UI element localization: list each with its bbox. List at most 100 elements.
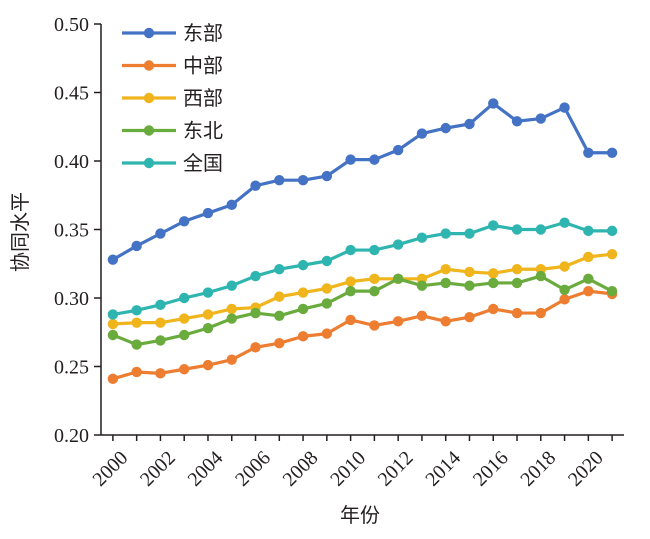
series-line xyxy=(112,101,613,262)
data-point xyxy=(535,270,546,282)
data-point xyxy=(179,292,190,304)
y-tick-label: 0.50 xyxy=(54,14,89,36)
legend-item: 西部 xyxy=(122,86,223,110)
data-point xyxy=(369,285,380,297)
x-tick-label: 2018 xyxy=(516,447,560,491)
legend-swatch-marker xyxy=(143,60,155,71)
x-tick-label: 2014 xyxy=(421,447,465,491)
legend-item: 东北 xyxy=(122,119,223,143)
x-tick-label: 2004 xyxy=(184,447,228,491)
data-point xyxy=(274,174,285,186)
data-point xyxy=(559,284,570,295)
x-axis-title: 年份 xyxy=(340,503,380,527)
data-point xyxy=(226,280,237,291)
series-5 xyxy=(107,217,618,320)
data-point xyxy=(179,329,190,341)
data-point xyxy=(250,307,261,319)
data-point xyxy=(155,317,166,328)
series-layer xyxy=(107,98,618,385)
data-point xyxy=(250,342,261,353)
data-point xyxy=(559,217,570,228)
data-point xyxy=(392,316,404,327)
legend-label: 全国 xyxy=(183,151,223,175)
data-point xyxy=(511,116,523,127)
y-tick-label: 0.30 xyxy=(54,288,89,310)
data-point xyxy=(202,359,214,371)
data-point xyxy=(250,270,261,282)
x-tick-label: 2000 xyxy=(88,447,132,491)
series-line xyxy=(112,221,613,317)
series-1 xyxy=(107,98,618,265)
data-point xyxy=(297,303,309,315)
data-point xyxy=(226,303,237,315)
data-point xyxy=(583,147,594,158)
series-line xyxy=(112,274,613,347)
data-point xyxy=(559,102,570,113)
data-point xyxy=(511,224,523,235)
data-point xyxy=(345,244,356,256)
data-point xyxy=(416,280,428,291)
data-point xyxy=(131,366,142,378)
data-point xyxy=(107,309,119,320)
data-point xyxy=(392,273,404,285)
data-point xyxy=(321,255,333,267)
data-point xyxy=(392,144,404,156)
data-point xyxy=(535,307,546,319)
data-point xyxy=(511,307,523,319)
x-tick-label: 2006 xyxy=(231,447,275,491)
legend-swatch-marker xyxy=(143,157,155,169)
series-line xyxy=(112,289,613,381)
y-tick-label: 0.40 xyxy=(54,151,89,173)
data-point xyxy=(511,277,523,289)
series-2 xyxy=(107,285,618,385)
data-point xyxy=(226,199,237,211)
data-point xyxy=(369,154,380,165)
legend-item: 东部 xyxy=(122,21,223,45)
data-point xyxy=(107,254,119,265)
legend-label: 东部 xyxy=(183,21,223,45)
data-point xyxy=(583,225,594,237)
data-point xyxy=(488,220,499,231)
series-line xyxy=(112,252,613,326)
y-axis-title: 协同水平 xyxy=(8,192,32,272)
data-point xyxy=(488,277,499,289)
data-point xyxy=(440,316,451,327)
data-point xyxy=(131,339,142,350)
legend-label: 中部 xyxy=(183,54,223,78)
data-point xyxy=(321,298,333,309)
data-point xyxy=(321,283,333,294)
data-point xyxy=(464,280,475,291)
data-point xyxy=(583,273,594,285)
legend-swatch-marker xyxy=(143,125,155,136)
data-point xyxy=(369,244,380,256)
data-point xyxy=(155,368,166,379)
x-tick-label: 2016 xyxy=(469,447,513,491)
data-point xyxy=(464,311,475,323)
data-point xyxy=(511,264,523,275)
data-point xyxy=(535,113,546,124)
legend-swatch-marker xyxy=(143,27,155,39)
data-point xyxy=(179,313,190,324)
data-point xyxy=(464,118,475,130)
data-point xyxy=(131,305,142,316)
data-point xyxy=(297,287,309,298)
x-tick-label: 2020 xyxy=(564,447,608,491)
data-point xyxy=(107,329,119,341)
data-point xyxy=(559,294,570,305)
data-point xyxy=(606,248,618,260)
data-point xyxy=(535,224,546,235)
legend-item: 中部 xyxy=(122,54,223,78)
data-point xyxy=(392,239,404,250)
data-point xyxy=(606,147,618,158)
legend-label: 东北 xyxy=(183,119,223,143)
data-point xyxy=(297,331,309,342)
legend-item: 全国 xyxy=(122,151,223,175)
data-point xyxy=(606,225,618,237)
data-point xyxy=(155,335,166,346)
data-point xyxy=(274,338,285,349)
data-point xyxy=(155,299,166,311)
x-tick-label: 2002 xyxy=(136,447,180,491)
data-point xyxy=(131,240,142,252)
